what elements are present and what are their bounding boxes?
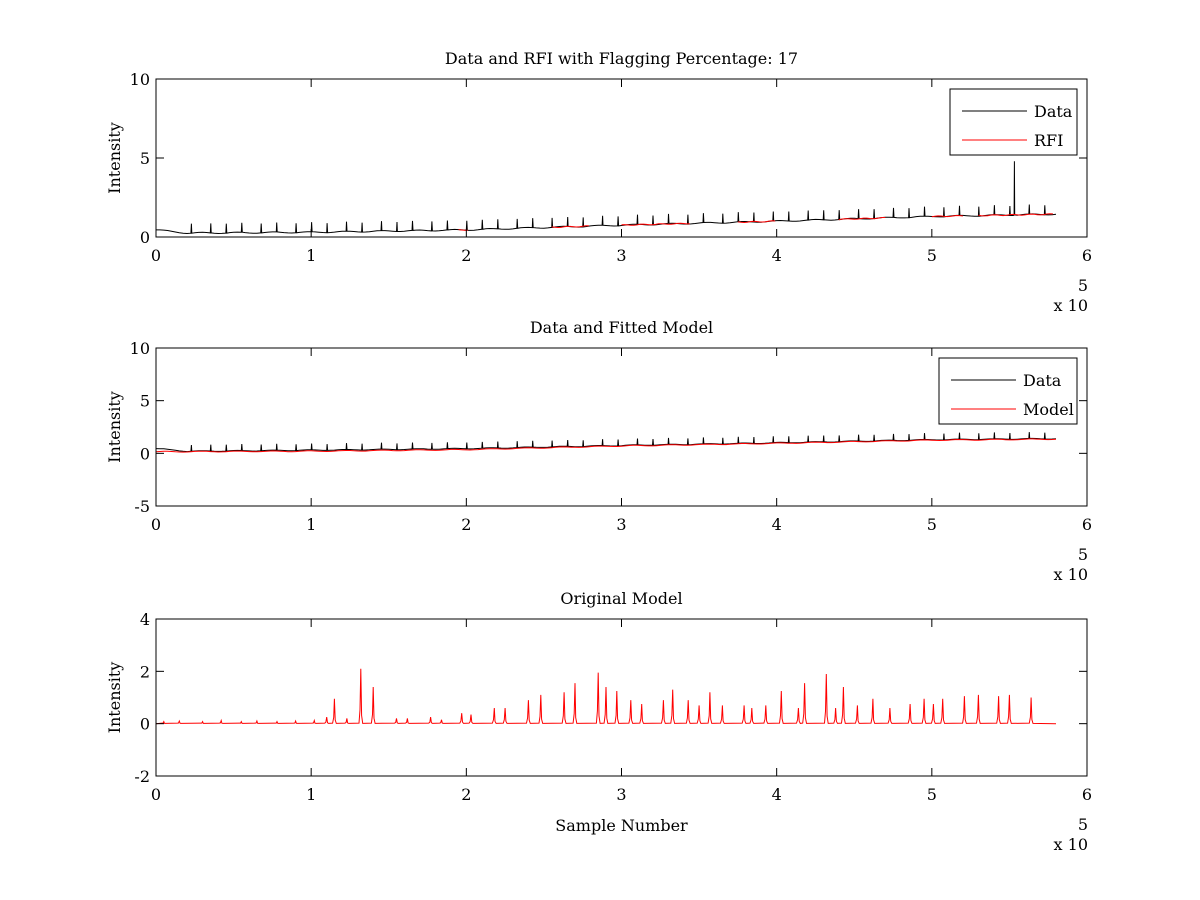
x-exponent-base: x 10 <box>1054 565 1088 584</box>
plot-area <box>156 668 1057 725</box>
x-exponent-power: 5 <box>1078 276 1088 295</box>
x-tick-label: 1 <box>306 785 316 804</box>
x-tick-label: 5 <box>927 515 937 534</box>
x-exponent-power: 5 <box>1078 815 1088 834</box>
x-exponent-power: 5 <box>1078 545 1088 564</box>
x-tick-label: 0 <box>151 515 161 534</box>
y-tick-label: 5 <box>140 149 150 168</box>
x-tick-label: 2 <box>461 246 471 265</box>
y-tick-label: 2 <box>140 662 150 681</box>
x-tick-label: 3 <box>616 246 626 265</box>
series-line-rfi <box>458 213 1053 231</box>
x-tick-label: 2 <box>461 785 471 804</box>
axes-box <box>155 618 1088 777</box>
x-tick-label: 6 <box>1082 515 1092 534</box>
x-tick-label: 3 <box>616 515 626 534</box>
y-tick-label: 0 <box>140 715 150 734</box>
x-tick-label: 3 <box>616 785 626 804</box>
x-tick-label: 6 <box>1082 785 1092 804</box>
x-tick-label: 4 <box>772 246 782 265</box>
legend: Data RFI <box>949 88 1078 156</box>
x-tick-label: 1 <box>306 515 316 534</box>
y-tick-label: 0 <box>140 444 150 463</box>
x-tick-label: 1 <box>306 246 316 265</box>
x-tick-label: 4 <box>772 515 782 534</box>
legend-label-data: Data <box>1034 102 1073 121</box>
legend-label-rfi: RFI <box>1034 131 1063 150</box>
series-line-data <box>156 432 1057 453</box>
y-tick-label: 4 <box>140 610 150 629</box>
x-tick-label: 0 <box>151 246 161 265</box>
y-tick-label: 0 <box>140 228 150 247</box>
series-line-original-model <box>156 668 1057 725</box>
chart-title: Original Model <box>560 589 682 608</box>
plot-area <box>156 432 1057 453</box>
legend-label-model: Model <box>1023 400 1074 419</box>
axes-box <box>155 78 1088 238</box>
y-tick-label: 10 <box>130 339 150 358</box>
x-tick-label: 5 <box>927 246 937 265</box>
y-axis-label: Intensity <box>105 391 124 463</box>
series-line-model <box>156 438 1057 453</box>
y-tick-label: -2 <box>134 767 150 786</box>
x-exponent-base: x 10 <box>1054 296 1088 315</box>
chart-title: Data and RFI with Flagging Percentage: 1… <box>445 49 798 68</box>
y-tick-label: 10 <box>130 70 150 89</box>
x-tick-label: 2 <box>461 515 471 534</box>
x-tick-label: 0 <box>151 785 161 804</box>
x-axis-label: Sample Number <box>555 816 688 835</box>
y-axis-label: Intensity <box>105 122 124 194</box>
x-tick-label: 6 <box>1082 246 1092 265</box>
x-tick-label: 5 <box>927 785 937 804</box>
legend-box <box>949 88 1078 156</box>
legend: Data Model <box>938 357 1078 425</box>
x-exponent-base: x 10 <box>1054 835 1088 854</box>
x-tick-label: 4 <box>772 785 782 804</box>
y-tick-label: -5 <box>134 497 150 516</box>
legend-box <box>938 357 1078 425</box>
y-axis-label: Intensity <box>105 662 124 734</box>
chart-title: Data and Fitted Model <box>530 318 713 337</box>
series-line-data <box>156 161 1057 235</box>
legend-label-data: Data <box>1023 371 1062 390</box>
plot-area <box>156 161 1057 235</box>
y-tick-label: 5 <box>140 392 150 411</box>
